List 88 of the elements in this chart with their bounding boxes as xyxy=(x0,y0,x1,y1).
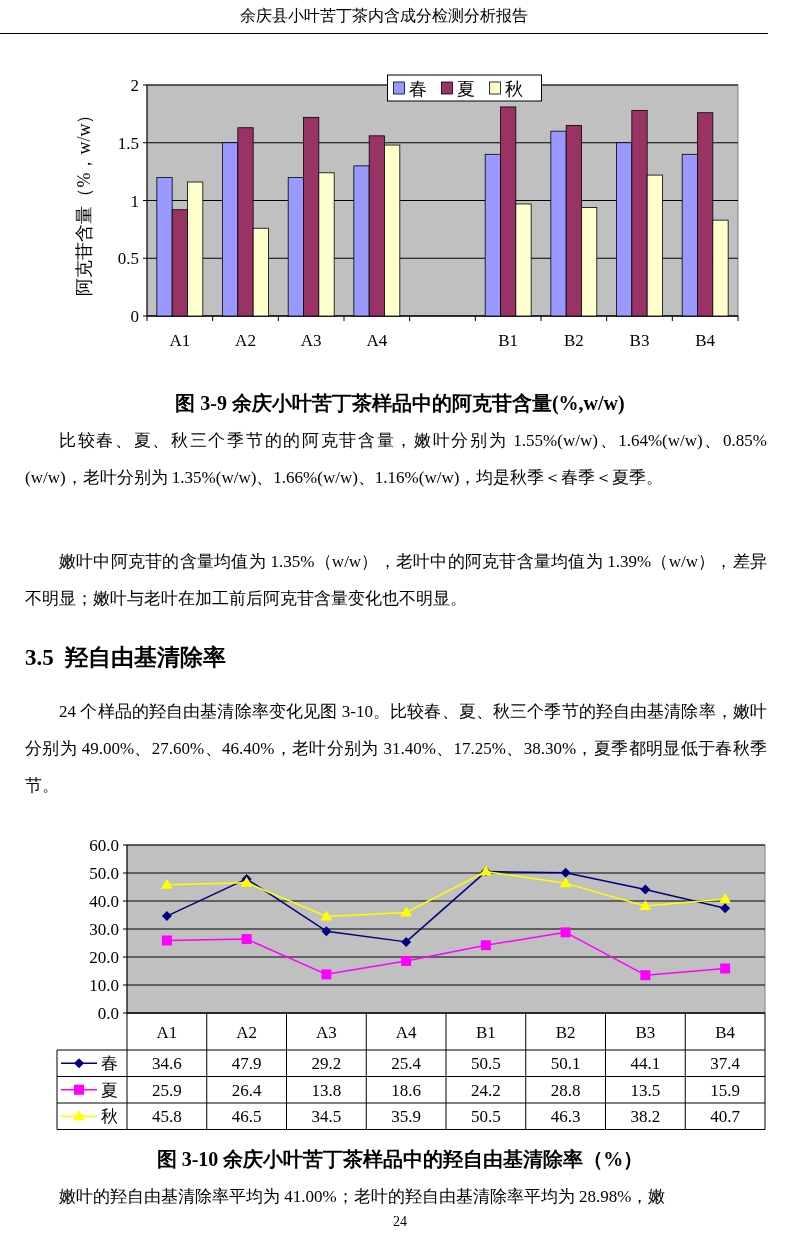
y-tick-label: 10.0 xyxy=(89,976,119,995)
y-tick-label: 50.0 xyxy=(89,864,119,883)
point xyxy=(720,903,731,914)
y-tick-label: 20.0 xyxy=(89,948,119,967)
point xyxy=(321,969,332,980)
data-label: 29.2 xyxy=(311,1054,342,1074)
x-tick-label: A1 xyxy=(169,331,191,350)
data-label: 18.6 xyxy=(391,1080,421,1100)
legend-label: 春 xyxy=(408,79,427,99)
data-label: 34.5 xyxy=(311,1107,342,1127)
y-tick-label: 30.0 xyxy=(89,920,119,939)
y-axis-title: 阿克苷含量（%，w/w） xyxy=(74,105,94,296)
point xyxy=(720,963,731,974)
y-tick-label: 1 xyxy=(130,191,139,211)
x-tick-label: A3 xyxy=(300,331,322,350)
point xyxy=(161,911,172,922)
x-tick-label: A4 xyxy=(395,1023,418,1042)
x-tick-label: B4 xyxy=(695,331,716,350)
y-tick-label: 40.0 xyxy=(89,892,119,911)
data-label: 38.2 xyxy=(630,1107,661,1127)
x-tick-label: A3 xyxy=(315,1023,337,1042)
data-label: 45.8 xyxy=(152,1107,182,1127)
point xyxy=(401,955,412,966)
data-label: 46.3 xyxy=(550,1107,581,1127)
data-label: 13.8 xyxy=(311,1080,342,1100)
point xyxy=(640,884,651,895)
text: 比较春、夏、秋三个季节的的阿克苷含量，嫩叶分别为 1.55%(w/w)、1.64%(w/w)、0.85%(w/w)，老叶分别为 1.35%(w/w)、1.66%(w/w)、1.16%(w/w)，均是秋季＜春季＜夏季。 xyxy=(25,430,767,489)
point xyxy=(719,893,732,904)
point xyxy=(480,940,491,951)
x-tick-label: B1 xyxy=(498,331,519,350)
point xyxy=(560,867,571,878)
data-label: 37.4 xyxy=(710,1054,741,1074)
data-label: 15.9 xyxy=(710,1080,740,1100)
text: 嫩叶中阿克苷的含量均值为 1.35%（w/w），老叶中的阿克苷含量均值为 1.39%（w/w），差异不明显；嫩叶与老叶在加工前后阿克苷含量变化也不明显。 xyxy=(25,551,767,610)
point xyxy=(161,935,172,946)
text: 3.5 羟自由基清除率 xyxy=(25,644,227,672)
data-label: 25.4 xyxy=(391,1054,422,1074)
point xyxy=(241,934,252,945)
point xyxy=(639,900,652,911)
data-label: 44.1 xyxy=(630,1054,661,1074)
x-tick-label: B1 xyxy=(475,1023,496,1042)
y-tick-label: 60.0 xyxy=(89,836,119,855)
data-label: 50.5 xyxy=(471,1054,501,1074)
data-label: 46.5 xyxy=(231,1107,262,1127)
data-label: 25.9 xyxy=(152,1080,182,1100)
data-label: 47.9 xyxy=(231,1054,262,1074)
text: 24 个样品的羟自由基清除率变化见图 3-10。比较春、夏、秋三个季节的羟自由基清除率，嫩叶分别为 49.00%、27.60%、46.40%，老叶分别为 31.40%、17.25%、38.30%，夏季都明显低于春秋季节。 xyxy=(25,701,767,797)
data-label: 13.5 xyxy=(630,1080,661,1100)
point xyxy=(321,926,332,937)
y-tick-label: 2 xyxy=(130,76,139,95)
point xyxy=(560,927,571,938)
x-tick-label: B4 xyxy=(715,1023,736,1042)
y-tick-label: 0.0 xyxy=(97,1004,119,1023)
data-label: 35.9 xyxy=(391,1107,421,1127)
data-label: 28.8 xyxy=(550,1080,581,1100)
legend-label: 春 xyxy=(101,1054,118,1074)
y-tick-label: 0 xyxy=(130,307,139,326)
data-label: 50.5 xyxy=(471,1107,501,1127)
point xyxy=(559,877,572,888)
y-tick-label: 0.5 xyxy=(117,249,139,269)
x-tick-label: A2 xyxy=(235,331,256,350)
x-tick-label: B2 xyxy=(555,1023,576,1042)
point xyxy=(640,970,651,981)
y-tick-label: 1.5 xyxy=(117,133,139,153)
text: 图 3-10 余庆小叶苦丁茶样品中的羟自由基清除率（%） xyxy=(155,1147,645,1172)
point xyxy=(400,906,413,917)
x-tick-label: A4 xyxy=(366,331,388,350)
x-tick-label: A2 xyxy=(236,1023,258,1042)
point xyxy=(160,878,173,889)
data-label: 26.4 xyxy=(231,1080,262,1100)
text: 图 3-9 余庆小叶苦丁茶样品中的阿克苷含量(%,w/w) xyxy=(174,391,626,417)
text: 余庆县小叶苦丁茶内含成分检测分析报告 xyxy=(0,6,768,34)
data-label: 34.6 xyxy=(152,1054,182,1074)
legend-label: 夏 xyxy=(101,1080,118,1100)
legend-label: 秋 xyxy=(101,1107,118,1127)
legend-label: 夏 xyxy=(456,79,475,99)
data-label: 50.1 xyxy=(550,1054,581,1074)
text: 嫩叶的羟自由基清除率平均为 41.00%；老叶的羟自由基清除率平均为 28.98%，嫩 xyxy=(58,1186,667,1208)
text: 24 xyxy=(392,1214,408,1230)
x-tick-label: A1 xyxy=(156,1023,178,1042)
point xyxy=(320,910,333,921)
point xyxy=(401,936,412,947)
x-tick-label: B2 xyxy=(563,331,584,350)
x-tick-label: B3 xyxy=(635,1023,656,1042)
data-label: 24.2 xyxy=(471,1080,501,1100)
x-tick-label: B3 xyxy=(629,331,650,350)
legend-label: 秋 xyxy=(504,79,523,99)
data-label: 40.7 xyxy=(710,1107,741,1127)
